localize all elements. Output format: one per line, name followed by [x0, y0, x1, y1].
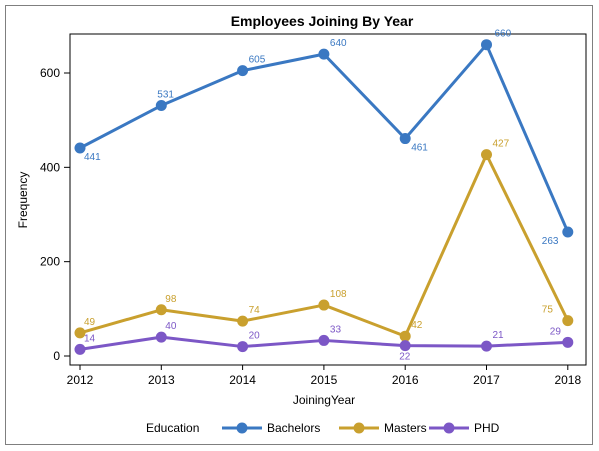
data-label: 427	[493, 139, 510, 150]
legend-label: Masters	[384, 421, 427, 435]
x-tick-label: 2012	[67, 373, 94, 387]
data-point	[399, 340, 411, 352]
data-label: 461	[411, 143, 428, 154]
data-label: 74	[249, 305, 261, 316]
x-tick-label: 2017	[473, 373, 500, 387]
legend-label: PHD	[474, 421, 500, 435]
legend-marker	[236, 422, 248, 434]
y-tick-label: 600	[40, 66, 60, 80]
data-label: 660	[495, 29, 512, 40]
x-axis-label: JoiningYear	[293, 393, 355, 407]
data-label: 33	[330, 324, 342, 335]
data-point	[74, 327, 86, 339]
data-label: 441	[84, 152, 101, 163]
data-label: 20	[249, 331, 261, 342]
y-tick-label: 400	[40, 160, 60, 174]
plot-area	[69, 33, 587, 366]
chart-title: Employees Joining By Year	[231, 13, 414, 29]
data-point	[399, 330, 411, 342]
series-bachelors: 441 531 605 640 461 660 263	[74, 29, 574, 247]
legend-item-phd: PHD	[429, 421, 500, 435]
y-tick-label: 0	[53, 349, 60, 363]
legend: Education Bachelors Masters PHD	[146, 421, 500, 435]
data-point	[74, 142, 86, 154]
chart-frame	[5, 5, 593, 445]
data-point	[155, 100, 167, 112]
data-point	[74, 343, 86, 355]
data-point	[562, 336, 574, 348]
data-label: 605	[249, 55, 266, 66]
legend-label: Bachelors	[267, 421, 320, 435]
x-tick-label: 2016	[392, 373, 419, 387]
data-point	[237, 341, 249, 353]
data-point	[155, 331, 167, 343]
data-point	[481, 149, 492, 161]
data-label: 108	[330, 289, 347, 300]
data-label: 49	[84, 317, 96, 328]
data-label: 22	[399, 352, 411, 363]
data-point	[399, 133, 411, 145]
data-point	[155, 304, 167, 316]
data-point	[562, 315, 574, 327]
data-point	[237, 315, 249, 327]
x-tick-label: 2015	[311, 373, 338, 387]
data-label: 29	[550, 326, 562, 337]
x-tick-label: 2014	[229, 373, 256, 387]
data-label: 263	[542, 236, 559, 247]
data-point	[318, 48, 330, 60]
data-point	[318, 299, 330, 311]
y-axis-label: Frequency	[16, 172, 30, 229]
data-label: 531	[157, 90, 174, 101]
legend-item-bachelors: Bachelors	[222, 421, 320, 435]
x-tick-label: 2018	[554, 373, 581, 387]
data-point	[237, 65, 249, 77]
data-point	[481, 340, 492, 352]
data-point	[562, 226, 574, 238]
data-point	[318, 334, 330, 346]
legend-marker	[353, 422, 365, 434]
series-group: 4415316056404616602634998741084242775144…	[74, 29, 574, 363]
y-tick-label: 200	[40, 255, 60, 269]
legend-marker	[443, 422, 455, 434]
x-tick-label: 2013	[148, 373, 175, 387]
legend-title: Education	[146, 421, 199, 435]
data-label: 640	[330, 38, 347, 49]
data-label: 75	[542, 305, 554, 316]
series-masters: 49 98 74 108 42 427 75	[74, 139, 574, 342]
legend-item-masters: Masters	[339, 421, 427, 435]
data-label: 40	[165, 321, 177, 332]
data-label: 21	[493, 330, 505, 341]
series-phd: 14 40 20 33 22 21 29	[74, 321, 574, 363]
data-label: 14	[84, 333, 96, 344]
data-label: 42	[411, 320, 423, 331]
data-label: 98	[165, 294, 177, 305]
data-point	[481, 39, 492, 51]
